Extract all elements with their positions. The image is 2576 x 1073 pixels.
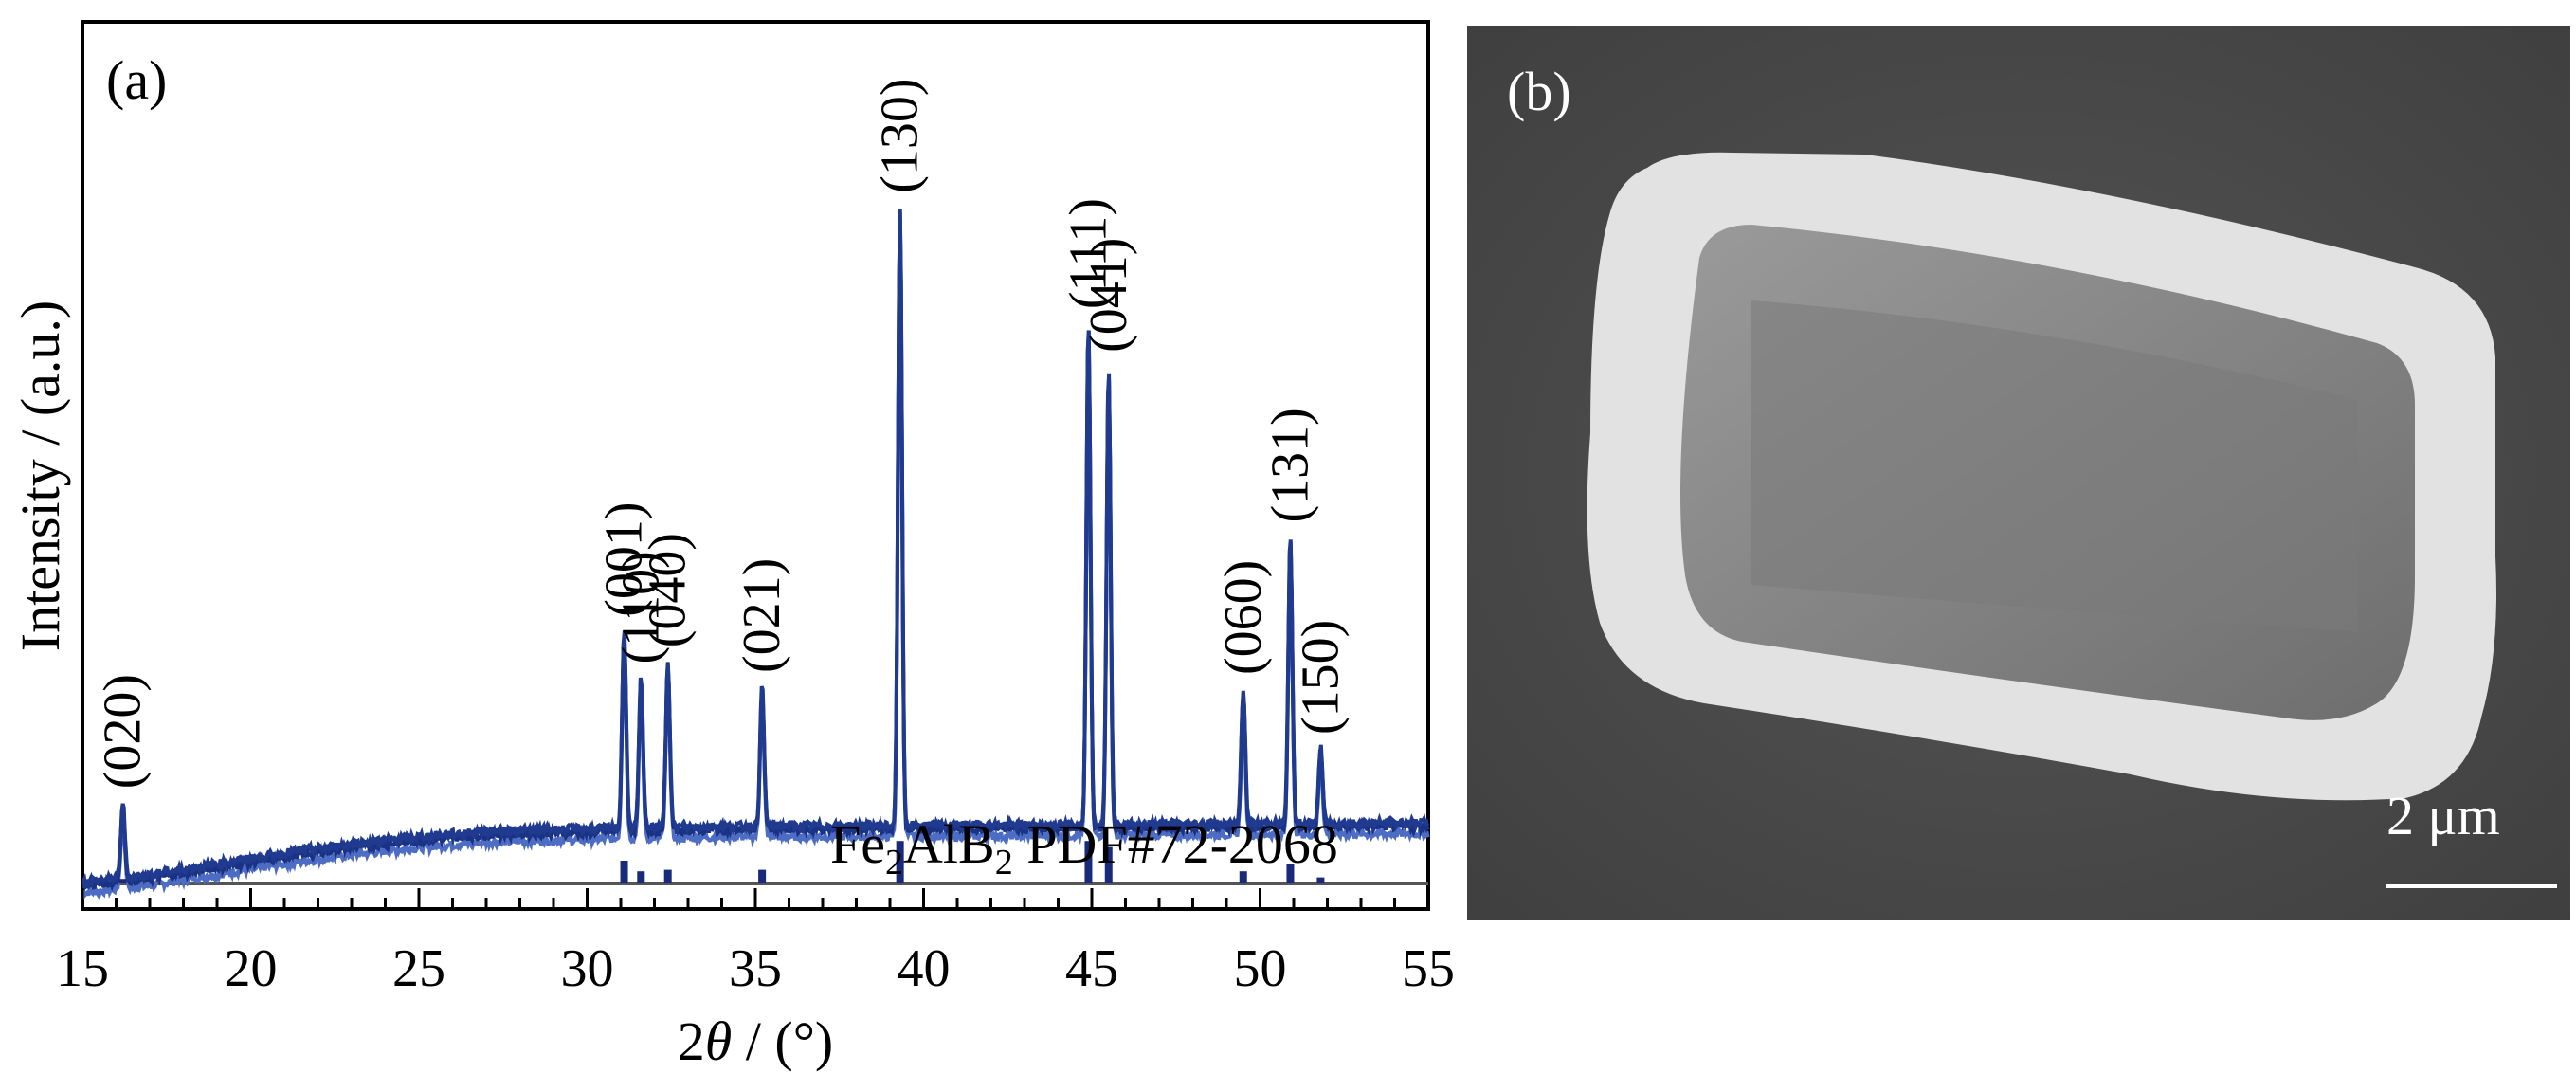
reference-stick (118, 879, 127, 883)
reference-stick (896, 841, 904, 883)
panel-label-b: (b) (1507, 61, 1571, 122)
peak-label: (041) (1079, 238, 1138, 353)
xrd-curves (81, 209, 1430, 901)
peak-label: (020) (94, 674, 153, 789)
x-tick-label: 45 (1065, 939, 1118, 998)
reference-stick (663, 869, 672, 883)
reference-sticks (118, 841, 1325, 883)
ref-sub-2b: 2 (995, 843, 1013, 882)
crystal-face-inner (1751, 300, 2358, 632)
scale-bar (2386, 884, 2557, 888)
xrd-pattern-line-1 (81, 220, 1430, 901)
ref-sub-2a: 2 (885, 843, 903, 882)
panel-label-a: (a) (106, 49, 167, 111)
x-axis-theta: θ (705, 1010, 733, 1072)
x-axis-ticks: 15 20 25 30 35 40 45 50 55 (56, 888, 1455, 998)
reference-stick (1084, 841, 1093, 883)
reference-stick (1239, 871, 1247, 883)
ref-formula-fe: Fe (830, 813, 885, 875)
plot-frame (81, 20, 1430, 911)
x-tick-label: 55 (1402, 939, 1455, 998)
sem-micrograph (1467, 26, 2570, 920)
x-axis-label: 2θ / (°) (678, 1010, 833, 1072)
x-tick-label: 30 (561, 939, 614, 998)
xrd-chart: (020) (001)(110)(040) (021) (130) (111)(041)… (9, 20, 1455, 1072)
peak-labels: (020) (001)(110)(040) (021) (130) (111)(041)… (94, 79, 1351, 790)
x-tick-label: 35 (729, 939, 782, 998)
xrd-pattern-line-3 (81, 209, 1430, 892)
reference-stick (620, 861, 628, 883)
x-tick-label: 20 (225, 939, 278, 998)
sem-image-panel: (b) 2 μm (1467, 26, 2570, 920)
peak-label: (021) (733, 558, 791, 673)
reference-stick (758, 869, 767, 883)
y-axis-label: Intensity / (a.u.) (9, 300, 71, 651)
reference-stick (637, 871, 645, 883)
x-tick-label: 40 (898, 939, 951, 998)
ref-pdf: PDF#72-2068 (1013, 813, 1338, 875)
x-tick-label: 15 (56, 939, 109, 998)
reference-stick (1104, 846, 1113, 883)
ref-formula-al-b: AlB (903, 813, 995, 875)
peak-label: (001) (595, 502, 654, 617)
peak-label: (150) (1291, 620, 1350, 735)
reference-stick (1316, 877, 1325, 883)
peak-label: (110) (611, 551, 670, 664)
peak-label: (111) (1059, 198, 1117, 309)
peak-label: (130) (871, 79, 930, 193)
x-tick-label: 50 (1234, 939, 1287, 998)
scale-bar-label: 2 μm (2386, 785, 2500, 846)
x-tick-label: 25 (392, 939, 445, 998)
reference-stick (1286, 864, 1295, 883)
reference-label: Fe2AlB2 PDF#72-2068 (830, 813, 1338, 882)
peak-label: (060) (1214, 560, 1273, 675)
peak-label: (040) (639, 533, 698, 647)
peak-label: (131) (1261, 408, 1320, 522)
